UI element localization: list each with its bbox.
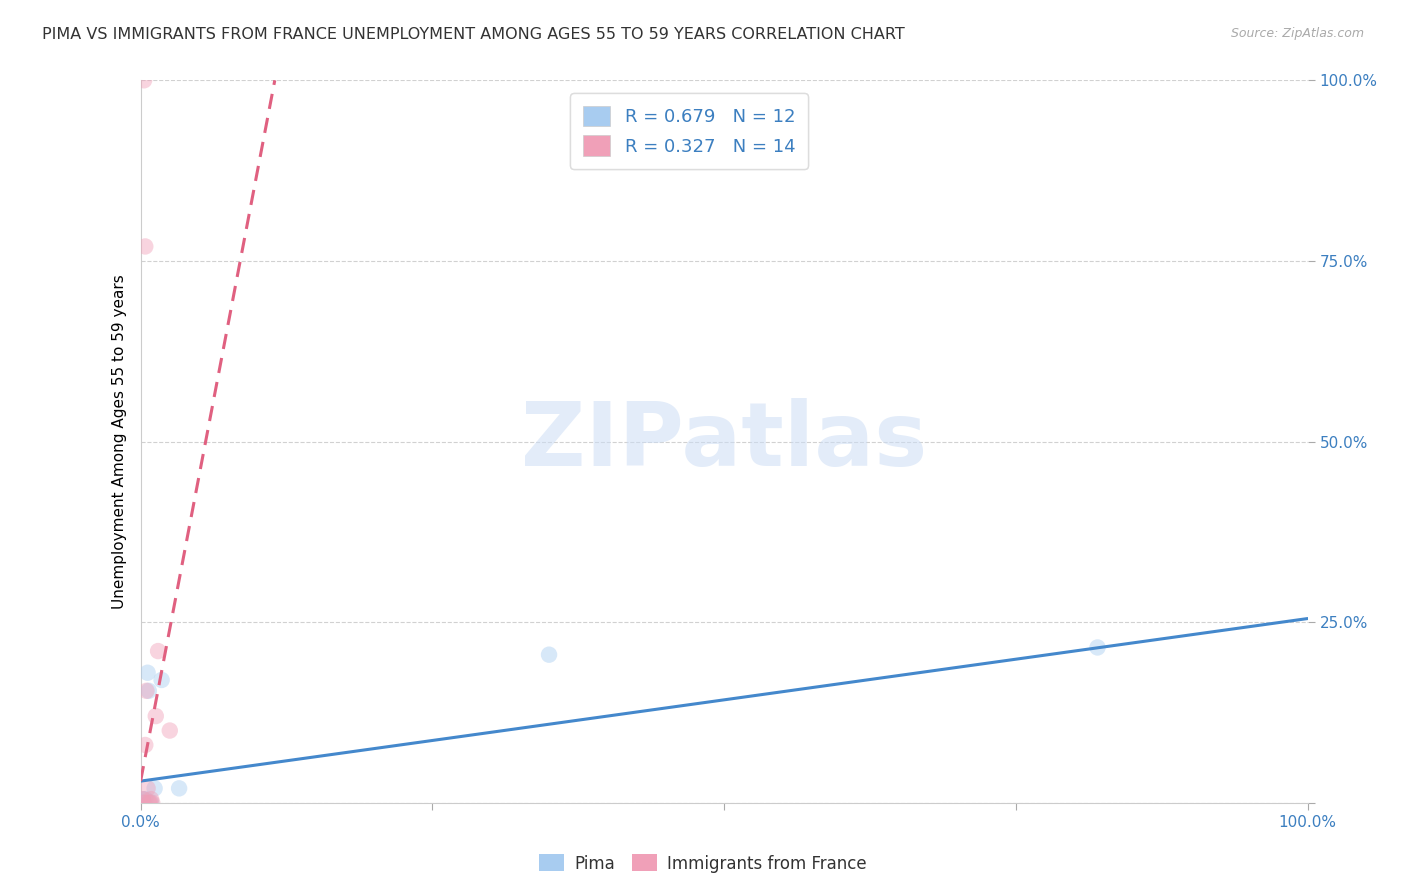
Point (146, 644, 169, 658)
Point (139, 796, 162, 810)
Point (141, 796, 163, 810)
Legend: Pima, Immigrants from France: Pima, Immigrants from France (533, 847, 873, 880)
Text: ZIPatlas: ZIPatlas (522, 398, 927, 485)
Point (132, 796, 155, 810)
Point (134, 239, 156, 253)
Point (139, 796, 162, 810)
Point (145, 709, 167, 723)
Point (135, 683, 157, 698)
Point (150, 673, 173, 687)
Point (143, 781, 166, 796)
Point (537, 648, 560, 662)
Text: PIMA VS IMMIGRANTS FROM FRANCE UNEMPLOYMENT AMONG AGES 55 TO 59 YEARS CORRELATIO: PIMA VS IMMIGRANTS FROM FRANCE UNEMPLOYM… (42, 27, 905, 42)
Point (132, 796, 155, 810)
Point (131, 796, 153, 810)
Point (167, 781, 190, 796)
Text: Source: ZipAtlas.com: Source: ZipAtlas.com (1230, 27, 1364, 40)
Point (138, 683, 160, 698)
Point (1087, 640, 1109, 655)
Point (131, 796, 153, 810)
Y-axis label: Unemployment Among Ages 55 to 59 years: Unemployment Among Ages 55 to 59 years (111, 274, 127, 609)
Point (139, 792, 162, 806)
Legend: R = 0.679   N = 12, R = 0.327   N = 14: R = 0.679 N = 12, R = 0.327 N = 14 (571, 93, 808, 169)
Point (136, 781, 159, 796)
Point (132, 792, 155, 806)
Point (134, 792, 156, 806)
Point (132, 792, 155, 806)
Point (134, 738, 156, 752)
Point (132, 73, 155, 87)
Point (159, 723, 181, 738)
Point (136, 665, 159, 680)
Point (138, 796, 160, 810)
